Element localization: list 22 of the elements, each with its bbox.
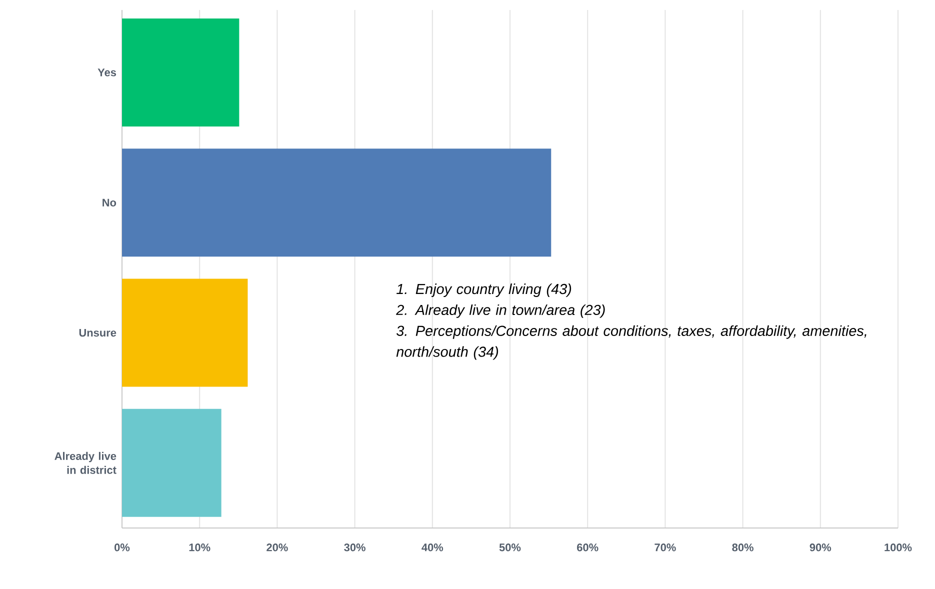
y-tick-label: Already live in district: [54, 452, 116, 474]
x-tick-label: 70%: [654, 544, 676, 552]
y-tick-label: No: [102, 198, 116, 206]
y-tick-label: Yes: [98, 68, 116, 76]
x-tick-label: 60%: [577, 544, 598, 552]
bar: [122, 148, 552, 257]
annotation: 2. Already live in town/area (23): [396, 304, 605, 318]
bar: [122, 278, 248, 387]
x-tick-label: 10%: [189, 544, 210, 552]
bar: [122, 408, 222, 517]
x-tick-label: 0%: [114, 544, 130, 552]
x-tick-label: 20%: [266, 544, 288, 552]
annotation: 3. Perceptions/Concerns about conditions, taxes, affordability, amenities, north/south (34): [396, 325, 866, 360]
x-tick-label: 90%: [810, 544, 832, 552]
y-tick-label: Unsure: [79, 328, 116, 337]
x-tick-label: 100%: [884, 544, 912, 552]
x-tick-label: 50%: [499, 544, 521, 552]
annotation: 1. Enjoy country living (43): [396, 284, 572, 297]
bar: [122, 18, 240, 126]
x-tick-label: 40%: [422, 544, 444, 552]
x-tick-label: 80%: [732, 544, 754, 552]
x-tick-label: 30%: [344, 544, 366, 552]
